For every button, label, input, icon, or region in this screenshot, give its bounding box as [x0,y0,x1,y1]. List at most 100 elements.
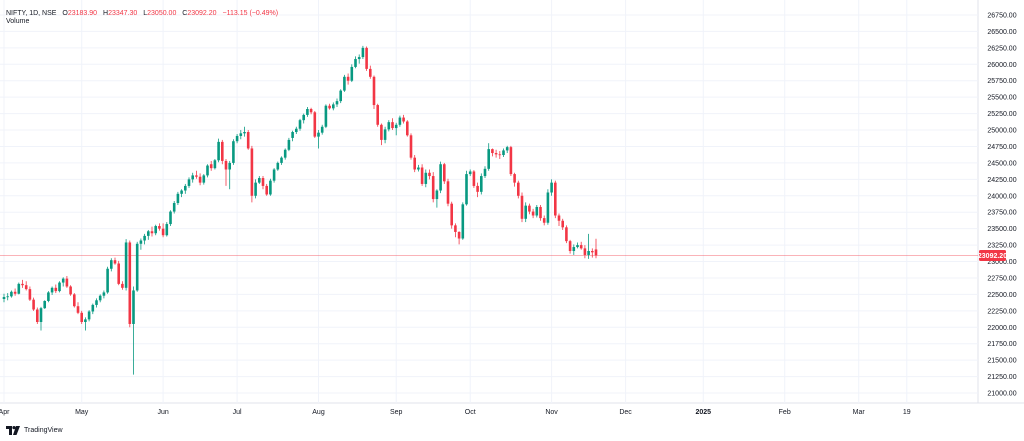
close-label: C [182,10,188,17]
last-price-tag-box [979,249,1006,261]
candle-body [320,126,324,133]
candle-body [402,117,405,122]
candle-body [424,172,428,184]
candle-body [283,149,287,158]
candle-body [224,160,228,170]
candle-body [572,247,576,252]
candle-body [198,176,202,183]
candle-body [309,109,313,113]
candle-body [583,248,587,255]
candle-body [354,59,357,67]
candle-body [383,129,387,140]
candle-body [43,300,46,309]
candle-body [261,178,265,186]
y-tick-label: 23250.00 [987,243,1016,250]
candle-body [269,180,272,195]
candle-body [172,203,176,212]
candle-body [343,76,346,91]
x-tick-label: Apr [0,409,10,416]
candle-body [58,282,61,292]
candle-body [106,268,109,293]
y-tick-label: 22250.00 [987,308,1016,315]
candle-body [272,169,276,181]
candle-body [498,154,502,156]
candle-body [369,68,372,77]
candle-body [443,164,446,182]
candle-body [461,204,465,239]
candle-body [398,117,402,125]
candle-body [246,132,250,149]
low-label: L [143,10,148,17]
y-tick-label: 25000.00 [987,128,1016,135]
candle-body [513,174,516,183]
y-tick-label: 24000.00 [987,193,1016,200]
candle-body [154,226,157,234]
candle-body [332,104,335,109]
candle-body [409,135,413,158]
candle-body [339,90,342,102]
high-value: 23347.30 [108,10,138,17]
y-tick-label: 21500.00 [987,358,1016,365]
x-tick-label: Jul [233,409,242,416]
candle-body [69,286,72,295]
candle-body [87,311,91,320]
candle-body [95,300,98,305]
candle-body [365,47,368,69]
candle-body [302,114,305,121]
candle-body [235,135,239,142]
candle-body [147,231,150,236]
tradingview-branding[interactable]: TradingView [6,426,63,435]
candle-body [505,147,509,151]
y-tick-label: 25500.00 [987,95,1016,102]
candle-body [6,296,9,298]
candle-body [150,231,154,234]
time-axis[interactable]: Apr May Jun Jul Aug Sep Oct Nov Dec 2025 Feb Mar 19 [0,409,911,416]
candle-body [17,283,21,294]
candle-body [10,291,13,297]
volume-indicator-label[interactable]: Volume [6,18,30,25]
symbol-legend: NIFTY, 1D, NSE O23183.90 H23347.30 L2305… [6,8,278,19]
candle-body [313,112,317,137]
candle-body [91,304,95,312]
candle-body [491,149,494,154]
candle-body [372,76,376,106]
candle-body [121,283,124,288]
candle-body [520,195,524,219]
price-axis[interactable]: 26750.00 26500.00 26250.00 26000.00 25750.00… [987,13,1016,398]
y-tick-label: 22500.00 [987,292,1016,299]
candle-body [187,179,191,186]
candle-body [54,287,58,292]
low-value: 23050.00 [147,10,177,17]
candle-body [239,133,243,136]
candle-body [2,297,6,299]
chart-grid [0,0,1024,404]
x-tick-label: Mar [853,409,866,416]
tradingview-brand-name: TradingView [24,427,63,434]
candle-body [542,218,546,223]
x-tick-label: Jun [157,409,168,416]
y-tick-label: 26500.00 [987,29,1016,36]
candle-body [276,162,280,170]
candle-body [206,165,209,176]
candle-body [361,47,365,58]
candle-body [298,120,302,129]
candle-body [439,164,442,191]
candle-body [591,251,594,253]
candle-body [454,225,457,232]
candle-body [61,278,65,283]
candle-body [110,260,113,269]
candle-body [561,220,564,228]
candle-body [346,76,350,81]
candle-body [502,150,505,156]
candle-body [295,128,298,133]
y-tick-label: 24500.00 [987,160,1016,167]
symbol-title[interactable]: NIFTY, 1D, NSE [6,10,57,17]
candle-body [128,242,132,324]
y-tick-label: 23500.00 [987,226,1016,233]
candle-body [209,164,213,169]
y-tick-label: 26250.00 [987,45,1016,52]
y-tick-label: 22750.00 [987,275,1016,282]
candle-body [132,290,135,324]
y-tick-label: 23750.00 [987,210,1016,217]
